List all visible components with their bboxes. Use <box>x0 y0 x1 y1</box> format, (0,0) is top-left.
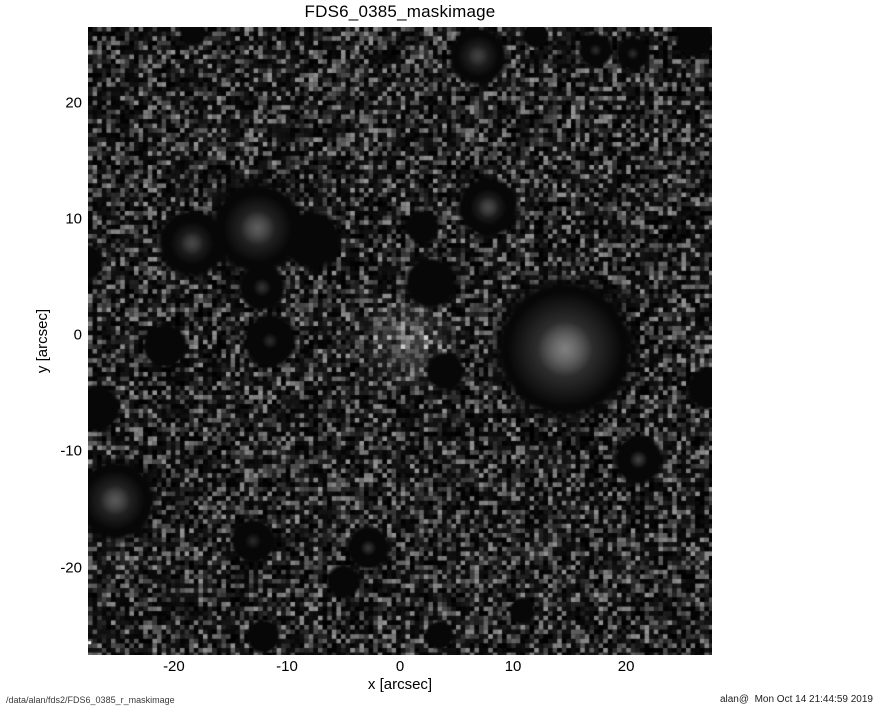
mask-image-canvas <box>88 27 712 655</box>
y-axis-label: y [arcsec] <box>34 308 51 374</box>
user-timestamp-stamp: alan@ Mon Oct 14 21:44:59 2019 <box>719 694 873 705</box>
x-tick-label: 0 <box>395 658 405 675</box>
plot-title: FDS6_0385_maskimage <box>304 2 496 21</box>
x-tick-label: 10 <box>504 658 522 675</box>
y-tick-label: -20 <box>60 559 82 577</box>
y-tick-label: 20 <box>65 94 82 112</box>
y-tick-label: 0 <box>73 326 82 344</box>
file-path-stamp: /data/alan/fds2/FDS6_0385_r_maskimage <box>6 695 175 705</box>
y-tick-label: -10 <box>60 442 82 460</box>
x-tick-label: -10 <box>276 658 298 675</box>
x-tick-label: -20 <box>163 658 185 675</box>
x-axis-label: x [arcsec] <box>367 676 433 693</box>
y-tick-label: 10 <box>65 210 82 228</box>
x-tick-label: 20 <box>617 658 635 675</box>
